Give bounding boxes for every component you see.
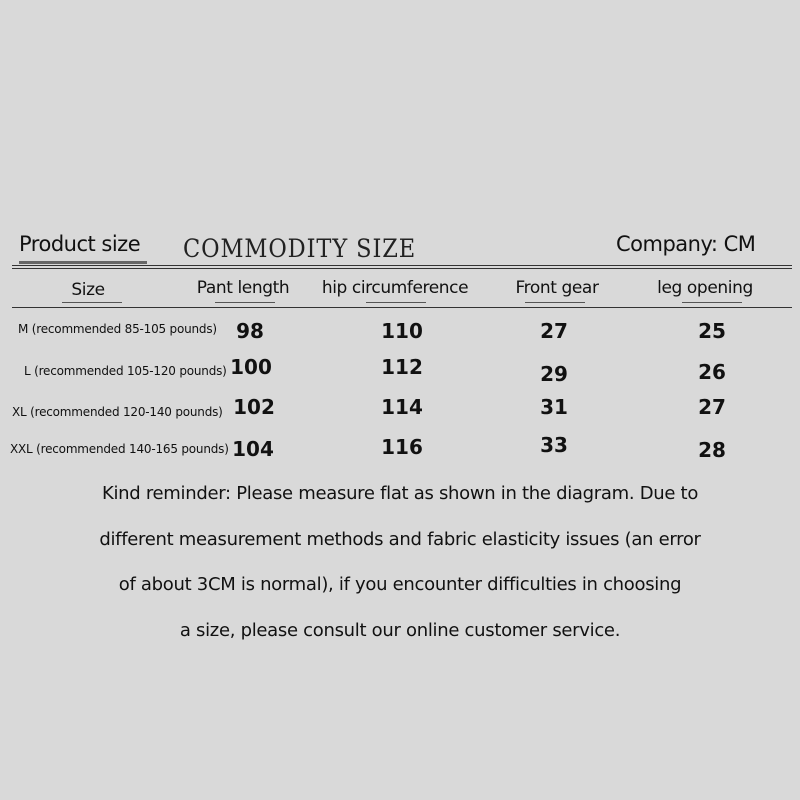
- product-size-title: Product size: [19, 232, 141, 256]
- unit-label: Company: CM: [616, 232, 756, 256]
- divider: [12, 265, 792, 266]
- hip-value: 110: [381, 319, 423, 343]
- pant-length-value: 104: [232, 437, 274, 461]
- divider: [12, 307, 792, 308]
- reminder-line: a size, please consult our online custom…: [179, 620, 621, 641]
- header-underline: [682, 302, 742, 303]
- size-label: XL (recommended 120-140 pounds): [12, 405, 223, 419]
- column-header-leg-opening: leg opening: [657, 278, 753, 298]
- column-header-hip: hip circumference: [321, 278, 469, 298]
- pant-length-value: 100: [230, 355, 272, 379]
- header-underline: [366, 302, 426, 303]
- reminder-line: of about 3CM is normal), if you encounte…: [118, 574, 682, 595]
- front-gear-value: 33: [540, 433, 568, 457]
- header-underline: [215, 302, 275, 303]
- size-label: XXL (recommended 140-165 pounds): [10, 442, 229, 456]
- hip-value: 114: [381, 395, 423, 419]
- header-underline: [62, 302, 122, 303]
- reminder-line: different measurement methods and fabric…: [99, 529, 701, 550]
- leg-opening-value: 25: [698, 319, 726, 343]
- size-label: L (recommended 105-120 pounds): [24, 364, 227, 378]
- column-header-pant-length: Pant length: [196, 278, 290, 298]
- front-gear-value: 31: [540, 395, 568, 419]
- hip-value: 116: [381, 435, 423, 459]
- pant-length-value: 98: [236, 319, 264, 343]
- column-header-size: Size: [71, 280, 105, 300]
- title-underline: [19, 261, 147, 264]
- reminder-line: Kind reminder: Please measure flat as sh…: [101, 483, 699, 504]
- divider: [12, 268, 792, 269]
- hip-value: 112: [381, 355, 423, 379]
- leg-opening-value: 26: [698, 360, 726, 384]
- front-gear-value: 27: [540, 319, 568, 343]
- pant-length-value: 102: [233, 395, 275, 419]
- leg-opening-value: 27: [698, 395, 726, 419]
- header-underline: [525, 302, 585, 303]
- leg-opening-value: 28: [698, 438, 726, 462]
- front-gear-value: 29: [540, 362, 568, 386]
- column-header-front-gear: Front gear: [515, 278, 599, 298]
- commodity-size-title: COMMODITY SIZE: [183, 234, 417, 263]
- size-label: M (recommended 85-105 pounds): [18, 322, 217, 336]
